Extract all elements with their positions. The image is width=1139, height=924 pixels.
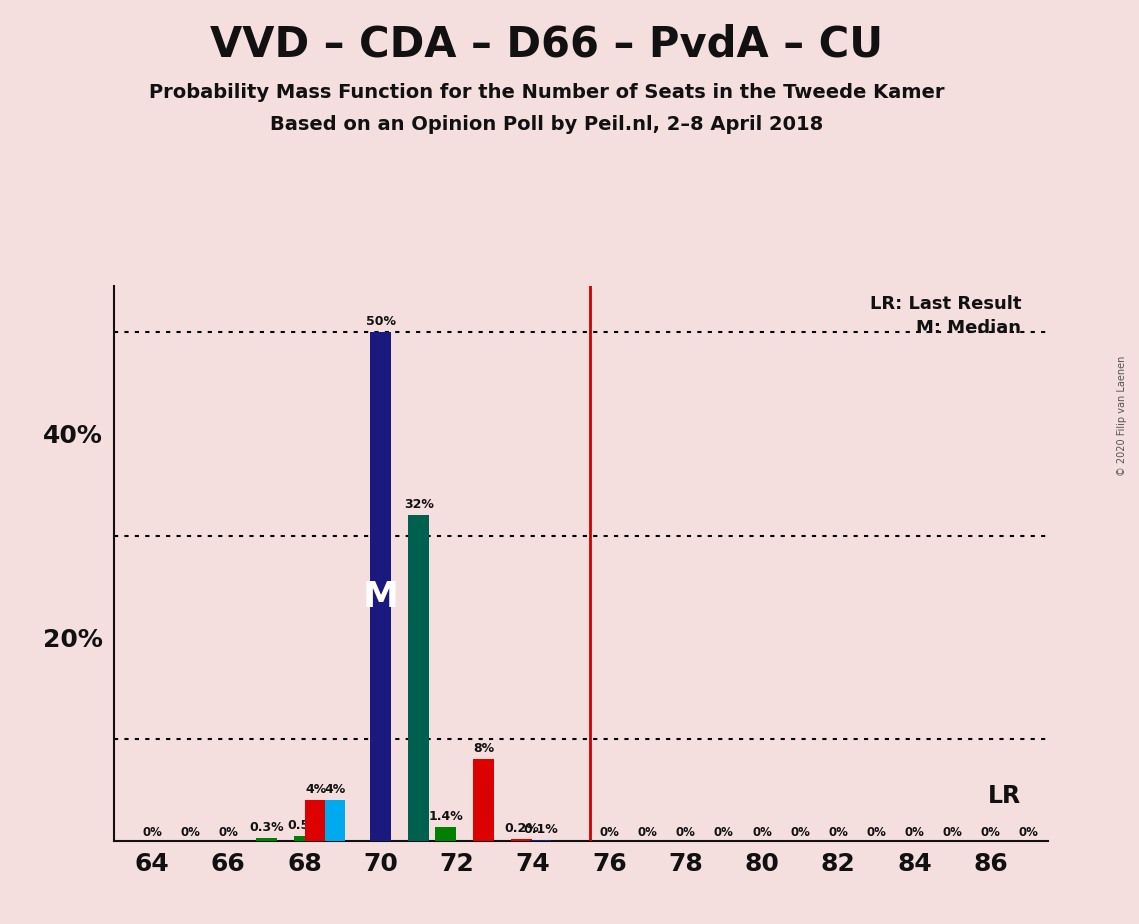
Text: 0.5%: 0.5% bbox=[287, 819, 322, 832]
Bar bbox=[511, 839, 532, 841]
Text: 0%: 0% bbox=[828, 826, 849, 839]
Text: 0%: 0% bbox=[638, 826, 657, 839]
Text: 4%: 4% bbox=[305, 783, 327, 796]
Text: 0.1%: 0.1% bbox=[524, 822, 558, 835]
Bar bbox=[325, 800, 345, 841]
Bar bbox=[294, 835, 316, 841]
Text: 0%: 0% bbox=[180, 826, 200, 839]
Text: 8%: 8% bbox=[473, 742, 494, 756]
Text: 0%: 0% bbox=[981, 826, 1001, 839]
Text: 0%: 0% bbox=[867, 826, 886, 839]
Text: Probability Mass Function for the Number of Seats in the Tweede Kamer: Probability Mass Function for the Number… bbox=[149, 83, 944, 103]
Text: 0%: 0% bbox=[219, 826, 238, 839]
Text: 4%: 4% bbox=[325, 783, 345, 796]
Bar bbox=[531, 840, 551, 841]
Text: Based on an Opinion Poll by Peil.nl, 2–8 April 2018: Based on an Opinion Poll by Peil.nl, 2–8… bbox=[270, 116, 823, 135]
Text: 0.2%: 0.2% bbox=[505, 821, 539, 834]
Text: 0%: 0% bbox=[599, 826, 620, 839]
Text: 0%: 0% bbox=[904, 826, 925, 839]
Bar bbox=[256, 838, 277, 841]
Bar bbox=[435, 827, 456, 841]
Bar bbox=[370, 333, 391, 841]
Text: 0.3%: 0.3% bbox=[249, 821, 284, 833]
Text: 0%: 0% bbox=[790, 826, 810, 839]
Text: 0%: 0% bbox=[142, 826, 162, 839]
Bar bbox=[409, 516, 429, 841]
Text: LR: Last Result: LR: Last Result bbox=[870, 295, 1022, 312]
Text: VVD – CDA – D66 – PvdA – CU: VVD – CDA – D66 – PvdA – CU bbox=[211, 23, 883, 65]
Text: M: Median: M: Median bbox=[916, 319, 1022, 337]
Text: 0%: 0% bbox=[943, 826, 962, 839]
Text: 1.4%: 1.4% bbox=[428, 809, 462, 822]
Text: 32%: 32% bbox=[404, 498, 434, 511]
Text: 0%: 0% bbox=[1019, 826, 1039, 839]
Text: M: M bbox=[362, 579, 399, 614]
Text: LR: LR bbox=[988, 784, 1022, 808]
Text: 50%: 50% bbox=[366, 315, 395, 328]
Text: © 2020 Filip van Laenen: © 2020 Filip van Laenen bbox=[1117, 356, 1126, 476]
Text: 0%: 0% bbox=[752, 826, 772, 839]
Text: 0%: 0% bbox=[714, 826, 734, 839]
Bar bbox=[473, 760, 494, 841]
Bar bbox=[305, 800, 327, 841]
Text: 0%: 0% bbox=[675, 826, 696, 839]
